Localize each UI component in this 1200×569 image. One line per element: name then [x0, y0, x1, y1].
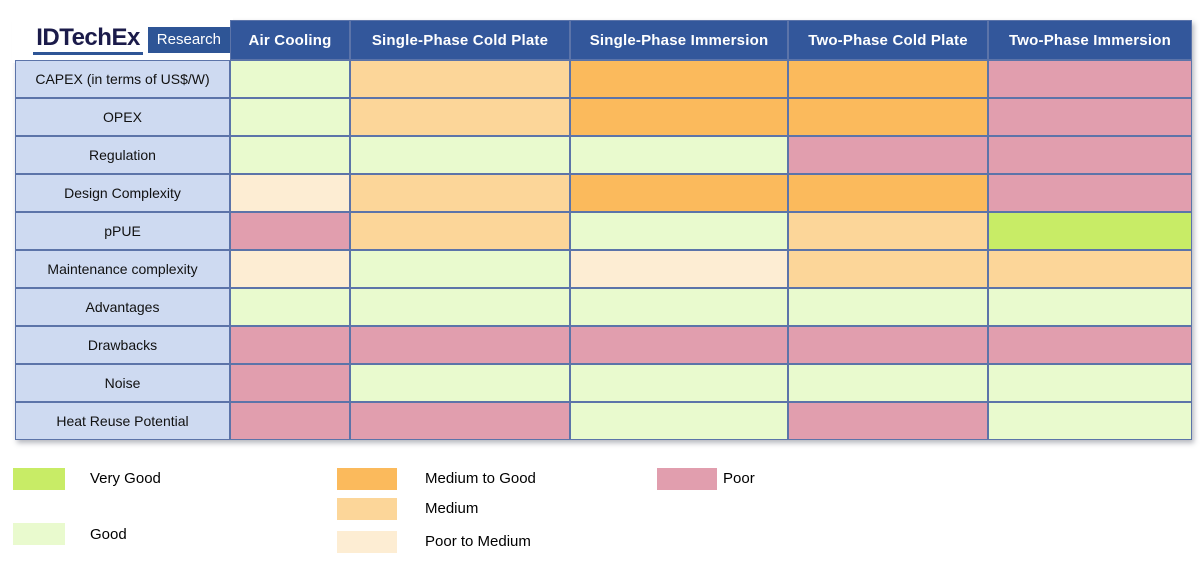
rating-cell — [988, 250, 1192, 288]
rating-cell — [988, 326, 1192, 364]
rating-cell — [350, 60, 570, 98]
row-label: Maintenance complexity — [15, 250, 230, 288]
rating-cell — [788, 402, 988, 440]
legend-label-good: Good — [90, 526, 127, 543]
brand-name: IDTechEx — [33, 24, 143, 56]
row-label: pPUE — [15, 212, 230, 250]
row-label: Regulation — [15, 136, 230, 174]
comparison-table: IDTechEx Research Air Cooling Single-Phas… — [15, 20, 1192, 440]
legend-swatch-good — [13, 523, 65, 545]
column-header: Single-Phase Cold Plate — [350, 20, 570, 60]
rating-cell — [788, 364, 988, 402]
rating-cell — [350, 288, 570, 326]
rating-cell — [788, 136, 988, 174]
rating-cell — [788, 212, 988, 250]
rating-cell — [350, 402, 570, 440]
rating-cell — [350, 174, 570, 212]
rating-cell — [788, 98, 988, 136]
rating-cell — [230, 250, 350, 288]
rating-cell — [350, 136, 570, 174]
rating-cell — [230, 174, 350, 212]
legend-label-medium_to_good: Medium to Good — [425, 470, 536, 487]
row-label: CAPEX (in terms of US$/W) — [15, 60, 230, 98]
legend-swatch-medium — [337, 498, 397, 520]
rating-cell — [570, 60, 788, 98]
column-header: Two-Phase Immersion — [988, 20, 1192, 60]
column-header: Two-Phase Cold Plate — [788, 20, 988, 60]
rating-cell — [230, 136, 350, 174]
rating-cell — [570, 98, 788, 136]
rating-cell — [988, 212, 1192, 250]
rating-cell — [230, 288, 350, 326]
row-label: Drawbacks — [15, 326, 230, 364]
row-label: Design Complexity — [15, 174, 230, 212]
rating-cell — [788, 326, 988, 364]
rating-cell — [570, 402, 788, 440]
rating-cell — [570, 326, 788, 364]
rating-cell — [570, 212, 788, 250]
rating-cell — [230, 60, 350, 98]
row-label: Advantages — [15, 288, 230, 326]
legend-label-poor: Poor — [723, 470, 755, 487]
row-label: OPEX — [15, 98, 230, 136]
rating-cell — [230, 98, 350, 136]
legend-swatch-very_good — [13, 468, 65, 490]
brand-badge: Research — [147, 26, 230, 53]
row-label: Heat Reuse Potential — [15, 402, 230, 440]
rating-cell — [570, 174, 788, 212]
rating-cell — [788, 288, 988, 326]
rating-cell — [570, 250, 788, 288]
rating-cell — [788, 250, 988, 288]
rating-cell — [350, 212, 570, 250]
row-label: Noise — [15, 364, 230, 402]
rating-cell — [350, 98, 570, 136]
rating-cell — [988, 174, 1192, 212]
rating-cell — [988, 136, 1192, 174]
rating-cell — [988, 402, 1192, 440]
legend-label-poor_to_medium: Poor to Medium — [425, 533, 531, 550]
legend-swatch-poor — [657, 468, 717, 490]
legend-label-medium: Medium — [425, 500, 479, 517]
logo-cell: IDTechEx Research — [15, 20, 230, 60]
rating-cell — [570, 136, 788, 174]
rating-cell — [988, 364, 1192, 402]
column-header: Air Cooling — [230, 20, 350, 60]
rating-cell — [230, 326, 350, 364]
rating-cell — [350, 364, 570, 402]
rating-cell — [230, 402, 350, 440]
rating-cell — [570, 288, 788, 326]
idtechex-logo: IDTechEx Research — [33, 24, 230, 56]
rating-cell — [350, 250, 570, 288]
rating-cell — [230, 212, 350, 250]
rating-cell — [988, 288, 1192, 326]
column-header: Single-Phase Immersion — [570, 20, 788, 60]
rating-cell — [788, 60, 988, 98]
rating-cell — [230, 364, 350, 402]
rating-cell — [788, 174, 988, 212]
rating-cell — [570, 364, 788, 402]
legend-label-very_good: Very Good — [90, 470, 161, 487]
legend-swatch-medium_to_good — [337, 468, 397, 490]
rating-cell — [988, 98, 1192, 136]
rating-cell — [988, 60, 1192, 98]
legend-swatch-poor_to_medium — [337, 531, 397, 553]
rating-cell — [350, 326, 570, 364]
